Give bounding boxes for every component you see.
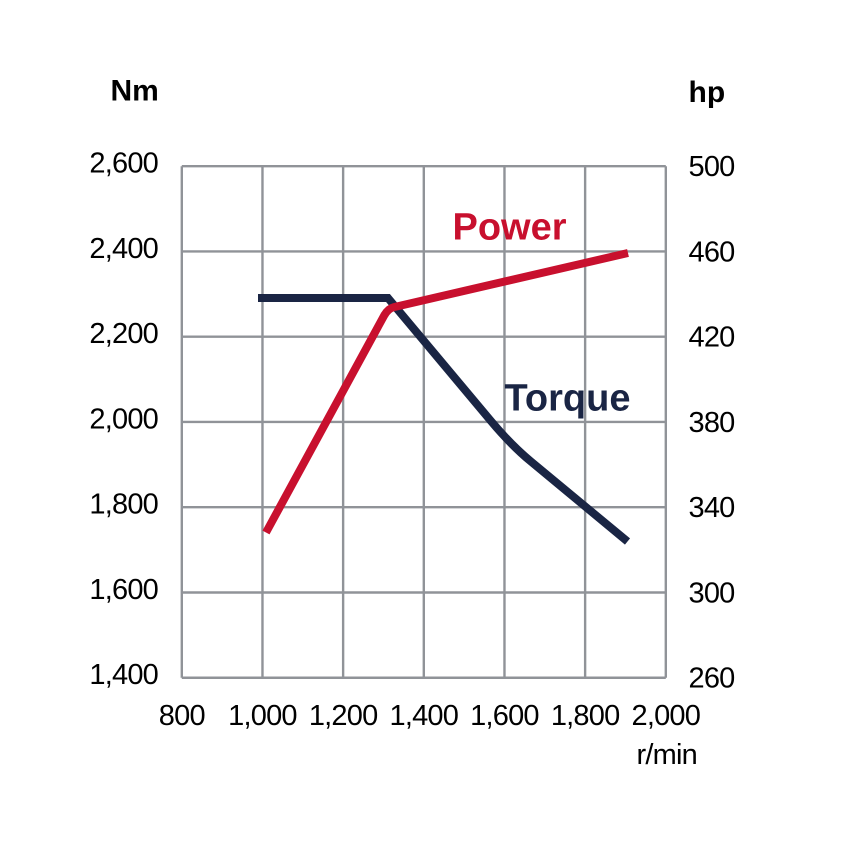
svg-text:500: 500 (689, 151, 735, 183)
svg-text:260: 260 (689, 663, 735, 695)
svg-text:460: 460 (689, 236, 735, 268)
svg-text:1,000: 1,000 (228, 700, 297, 732)
svg-text:1,800: 1,800 (89, 489, 158, 521)
svg-text:1,600: 1,600 (470, 700, 539, 732)
svg-text:2,000: 2,000 (632, 700, 701, 732)
svg-text:hp: hp (689, 76, 726, 109)
svg-text:2,200: 2,200 (89, 318, 158, 350)
svg-text:Torque: Torque (505, 378, 631, 420)
svg-text:Nm: Nm (111, 75, 159, 108)
svg-text:1,200: 1,200 (309, 700, 378, 732)
svg-text:800: 800 (159, 700, 205, 732)
svg-text:380: 380 (689, 407, 735, 439)
svg-text:Power: Power (453, 207, 567, 249)
svg-text:300: 300 (689, 577, 735, 609)
svg-text:1,400: 1,400 (390, 700, 459, 732)
svg-text:420: 420 (689, 322, 735, 354)
svg-text:1,400: 1,400 (89, 659, 158, 691)
svg-text:2,400: 2,400 (89, 233, 158, 265)
svg-text:1,600: 1,600 (89, 574, 158, 606)
svg-text:2,600: 2,600 (89, 148, 158, 180)
svg-text:2,000: 2,000 (89, 403, 158, 435)
svg-text:340: 340 (689, 492, 735, 524)
svg-text:1,800: 1,800 (551, 700, 620, 732)
svg-text:r/min: r/min (637, 739, 697, 771)
